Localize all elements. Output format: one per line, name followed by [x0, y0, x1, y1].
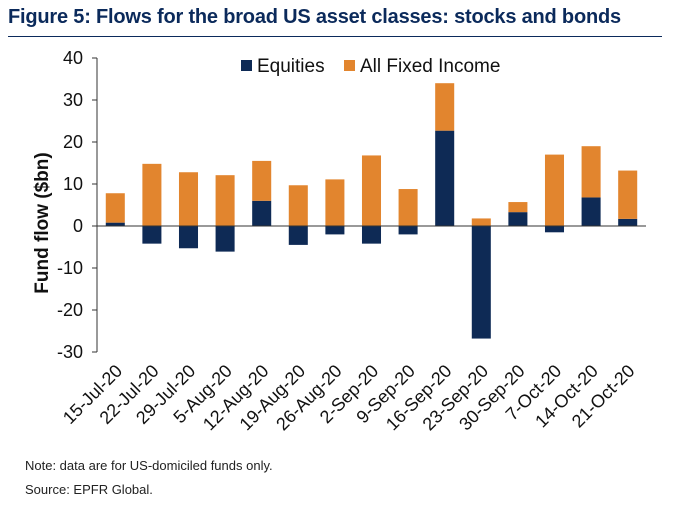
- figure-title: Figure 5: Flows for the broad US asset c…: [8, 6, 621, 28]
- bar-fixed-income-30-Sep-20: [508, 202, 528, 213]
- bar-fixed-income-21-Oct-20: [618, 170, 638, 219]
- y-tick-label: 10: [63, 174, 83, 194]
- bar-equities-12-Aug-20: [252, 200, 272, 226]
- bar-equities-30-Sep-20: [508, 212, 528, 226]
- bar-equities-21-Oct-20: [618, 218, 638, 226]
- y-tick-label: -30: [57, 342, 83, 362]
- legend-equities-swatch: [241, 60, 252, 71]
- bar-fixed-income-12-Aug-20: [252, 160, 272, 201]
- footnote: Note: data are for US-domiciled funds on…: [25, 458, 273, 473]
- title-divider: [8, 36, 662, 37]
- bar-fixed-income-26-Aug-20: [325, 179, 345, 226]
- bar-fixed-income-19-Aug-20: [288, 185, 308, 226]
- bar-equities-29-Jul-20: [178, 226, 199, 249]
- bar-fixed-income-22-Jul-20: [142, 163, 162, 226]
- y-tick-label: 0: [73, 216, 83, 236]
- bar-fixed-income-5-Aug-20: [215, 175, 235, 226]
- bar-fixed-income-14-Oct-20: [581, 146, 601, 198]
- bar-fixed-income-16-Sep-20: [435, 83, 455, 131]
- bar-equities-16-Sep-20: [435, 130, 455, 226]
- bar-equities-2-Sep-20: [361, 226, 382, 244]
- bar-fixed-income-29-Jul-20: [178, 172, 199, 226]
- bar-fixed-income-7-Oct-20: [544, 154, 565, 226]
- legend-fixed-income-swatch: [344, 60, 355, 71]
- bar-equities-15-Jul-20: [105, 222, 125, 226]
- bar-fixed-income-9-Sep-20: [398, 189, 418, 226]
- bar-equities-23-Sep-20: [471, 226, 491, 339]
- y-tick-label: 30: [63, 90, 83, 110]
- legend-fixed-income-label: All Fixed Income: [360, 56, 500, 77]
- bar-fixed-income-23-Sep-20: [471, 218, 491, 226]
- bar-equities-9-Sep-20: [398, 226, 418, 235]
- bar-equities-19-Aug-20: [288, 226, 308, 245]
- bar-equities-7-Oct-20: [544, 226, 565, 233]
- y-axis-label: Fund flow ($bn): [32, 152, 53, 293]
- y-tick-label: 20: [63, 132, 83, 152]
- y-tick-label: -10: [57, 258, 83, 278]
- stacked-bar-chart: 403020100-10-20-3015-Jul-2022-Jul-2029-J…: [32, 48, 646, 434]
- bar-equities-5-Aug-20: [215, 226, 235, 252]
- y-tick-label: 40: [63, 48, 83, 68]
- legend-equities-label: Equities: [257, 56, 325, 77]
- bar-equities-26-Aug-20: [325, 226, 345, 235]
- bar-equities-14-Oct-20: [581, 197, 601, 226]
- bar-equities-22-Jul-20: [142, 226, 162, 244]
- y-tick-label: -20: [57, 300, 83, 320]
- bar-fixed-income-15-Jul-20: [105, 193, 125, 223]
- source-note: Source: EPFR Global.: [25, 482, 153, 497]
- bar-fixed-income-2-Sep-20: [361, 155, 382, 226]
